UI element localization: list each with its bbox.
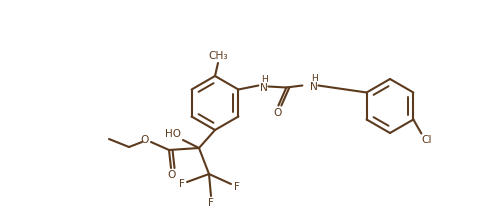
Text: N: N bbox=[310, 81, 318, 92]
Text: O: O bbox=[273, 107, 281, 118]
Text: CH₃: CH₃ bbox=[208, 51, 228, 61]
Text: F: F bbox=[208, 198, 214, 208]
Text: F: F bbox=[234, 182, 240, 192]
Text: N: N bbox=[260, 83, 268, 92]
Text: HO: HO bbox=[165, 129, 181, 139]
Text: Cl: Cl bbox=[421, 134, 432, 145]
Text: O: O bbox=[141, 135, 149, 145]
Text: F: F bbox=[179, 179, 185, 189]
Text: H: H bbox=[311, 74, 318, 83]
Text: O: O bbox=[168, 170, 176, 180]
Text: H: H bbox=[261, 75, 268, 84]
